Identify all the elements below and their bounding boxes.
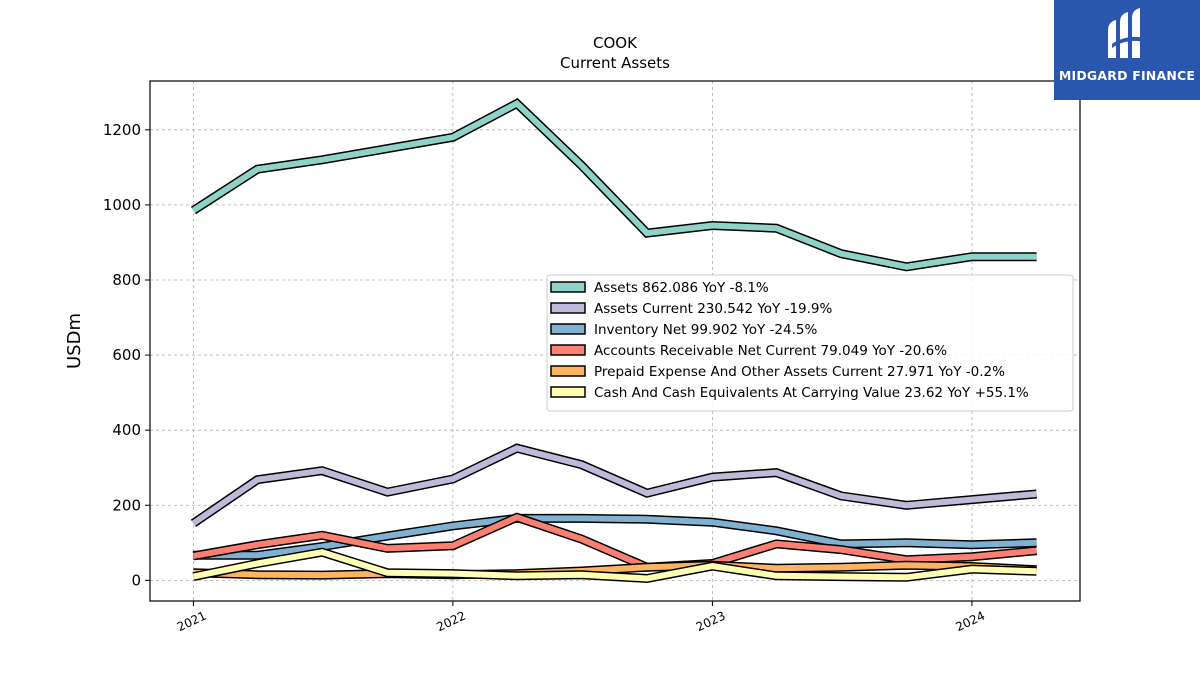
chart-subtitle: Current Assets bbox=[560, 54, 670, 72]
legend-swatch bbox=[550, 323, 586, 335]
y-tick-label: 1000 bbox=[103, 196, 141, 214]
logo-mark-icon bbox=[1108, 8, 1146, 58]
series-line-cash-and-cash-equivalents-at-carrying-value bbox=[192, 549, 1037, 582]
x-tick-label: 2023 bbox=[694, 609, 728, 635]
logo-text: MIDGARD FINANCE bbox=[1058, 68, 1196, 83]
series-line-inventory-net bbox=[193, 515, 1037, 559]
plot-frame bbox=[149, 80, 1081, 602]
legend: Assets 862.086 YoY -8.1% Assets Current 2… bbox=[546, 274, 1074, 412]
series-line-assets-current bbox=[191, 445, 1037, 526]
legend-swatch bbox=[550, 302, 586, 314]
x-tick-label: 2024 bbox=[953, 609, 987, 635]
y-tick-label: 600 bbox=[112, 346, 141, 364]
legend-entry: Inventory Net 99.902 YoY -24.5% bbox=[594, 322, 817, 338]
y-tick-label: 400 bbox=[112, 421, 141, 439]
series-line-assets bbox=[191, 99, 1037, 270]
series-outline-assets bbox=[190, 98, 1037, 272]
legend-swatch bbox=[550, 281, 586, 293]
series-outline-assets-current bbox=[190, 443, 1037, 528]
chart-title: COOK bbox=[593, 34, 638, 52]
legend-swatch bbox=[550, 365, 586, 377]
legend-entry: Assets Current 230.542 YoY -19.9% bbox=[594, 301, 833, 317]
legend-entry: Assets 862.086 YoY -8.1% bbox=[594, 280, 769, 296]
y-tick-label: 800 bbox=[112, 271, 141, 289]
series-line-accounts-receivable-net-current bbox=[192, 514, 1037, 571]
axis-ticks: 0 200 400 600 800 1000 1200 2021 2022 2023 2024 bbox=[103, 121, 987, 634]
legend-box bbox=[546, 274, 1074, 412]
y-tick-label: 1200 bbox=[103, 121, 141, 139]
y-tick-label: 200 bbox=[112, 496, 141, 514]
y-axis-label: USDm bbox=[64, 313, 85, 369]
series-lines bbox=[190, 98, 1038, 584]
x-tick-label: 2022 bbox=[434, 609, 468, 635]
legend-entry: Accounts Receivable Net Current 79.049 Y… bbox=[594, 343, 947, 359]
legend-entry: Prepaid Expense And Other Assets Current… bbox=[594, 364, 1005, 380]
brand-logo: MIDGARD FINANCE bbox=[1054, 0, 1200, 100]
y-tick-label: 0 bbox=[131, 571, 141, 589]
x-tick-label: 2021 bbox=[175, 609, 209, 635]
legend-entry: Cash And Cash Equivalents At Carrying Va… bbox=[594, 385, 1029, 401]
legend-swatch bbox=[550, 344, 586, 356]
legend-swatch bbox=[550, 386, 586, 398]
series-line-prepaid-expense-and-other-assets-current bbox=[193, 562, 1037, 579]
